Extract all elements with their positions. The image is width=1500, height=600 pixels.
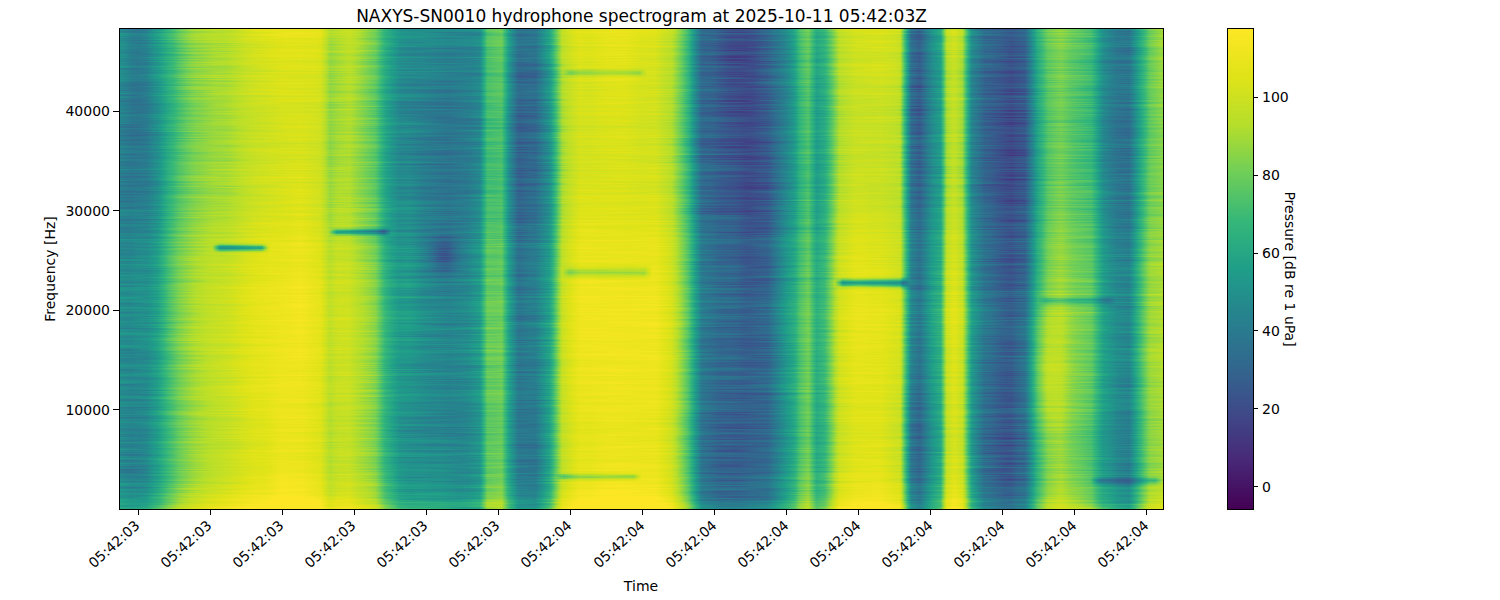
x-tick-mark [282,510,283,515]
colorbar-tick-label: 0 [1262,479,1271,495]
x-tick-mark [210,510,211,515]
y-tick-label: 30000 [0,203,110,219]
x-tick-mark [354,510,355,515]
colorbar-tick-label: 40 [1262,323,1280,339]
spectrogram-heatmap [120,29,1163,509]
x-tick-label: 05:42:04 [1094,517,1151,571]
colorbar [1227,28,1254,510]
chart-title: NAXYS-SN0010 hydrophone spectrogram at 2… [120,6,1163,26]
x-axis-label: Time [624,578,658,594]
x-tick-label: 05:42:04 [518,517,575,571]
colorbar-tick-label: 80 [1262,167,1280,183]
x-tick-label: 05:42:03 [86,517,143,571]
colorbar-tick-label: 20 [1262,401,1280,417]
colorbar-tick-mark [1253,408,1258,409]
x-tick-label: 05:42:04 [806,517,863,571]
colorbar-tick-mark [1253,97,1258,98]
x-tick-mark [930,510,931,515]
y-tick-label: 40000 [0,103,110,119]
y-tick-mark [113,111,119,112]
x-tick-mark [1002,510,1003,515]
x-tick-label: 05:42:04 [950,517,1007,571]
x-tick-label: 05:42:04 [734,517,791,571]
colorbar-tick-label: 100 [1262,89,1289,105]
x-tick-mark [858,510,859,515]
x-tick-mark [570,510,571,515]
x-tick-mark [1074,510,1075,515]
spectrogram-figure: NAXYS-SN0010 hydrophone spectrogram at 2… [0,0,1500,600]
x-tick-label: 05:42:03 [302,517,359,571]
y-tick-label: 20000 [0,302,110,318]
x-tick-mark [138,510,139,515]
x-tick-label: 05:42:04 [878,517,935,571]
x-tick-mark [786,510,787,515]
plot-area [119,28,1164,510]
colorbar-gradient [1228,29,1253,509]
x-tick-mark [426,510,427,515]
x-tick-label: 05:42:04 [590,517,647,571]
y-tick-mark [113,310,119,311]
colorbar-tick-mark [1253,330,1258,331]
x-tick-mark [1146,510,1147,515]
x-tick-mark [714,510,715,515]
x-tick-mark [498,510,499,515]
y-tick-label: 10000 [0,402,110,418]
colorbar-tick-mark [1253,253,1258,254]
x-tick-label: 05:42:03 [158,517,215,571]
y-tick-mark [113,409,119,410]
x-tick-label: 05:42:04 [662,517,719,571]
colorbar-tick-label: 60 [1262,245,1280,261]
x-tick-label: 05:42:03 [374,517,431,571]
x-tick-label: 05:42:03 [446,517,503,571]
colorbar-tick-mark [1253,175,1258,176]
colorbar-tick-mark [1253,486,1258,487]
y-tick-mark [113,210,119,211]
colorbar-label: Pressure [dB re 1 uPa] [1282,191,1298,346]
x-tick-mark [642,510,643,515]
x-tick-label: 05:42:03 [230,517,287,571]
x-tick-label: 05:42:04 [1022,517,1079,571]
